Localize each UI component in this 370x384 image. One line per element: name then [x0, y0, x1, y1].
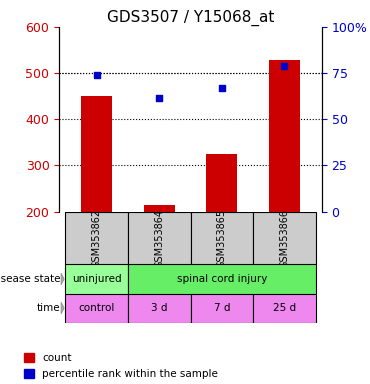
Point — [156, 94, 162, 101]
Title: GDS3507 / Y15068_at: GDS3507 / Y15068_at — [107, 9, 274, 25]
FancyBboxPatch shape — [128, 212, 191, 265]
Point — [94, 72, 100, 78]
Bar — [269, 60, 300, 212]
Text: disease state: disease state — [0, 274, 60, 284]
Text: 7 d: 7 d — [213, 303, 230, 313]
FancyBboxPatch shape — [65, 265, 128, 293]
FancyBboxPatch shape — [128, 265, 316, 293]
Bar — [144, 205, 175, 212]
Text: uninjured: uninjured — [72, 274, 121, 284]
FancyBboxPatch shape — [128, 293, 191, 323]
Polygon shape — [61, 302, 64, 314]
Text: GSM353864: GSM353864 — [154, 209, 164, 268]
Text: 25 d: 25 d — [273, 303, 296, 313]
Legend: count, percentile rank within the sample: count, percentile rank within the sample — [24, 353, 218, 379]
Point — [219, 85, 225, 91]
FancyBboxPatch shape — [253, 293, 316, 323]
Text: spinal cord injury: spinal cord injury — [176, 274, 267, 284]
Bar — [81, 96, 112, 212]
Point — [282, 63, 287, 69]
Text: 3 d: 3 d — [151, 303, 168, 313]
FancyBboxPatch shape — [191, 293, 253, 323]
Text: control: control — [78, 303, 115, 313]
FancyBboxPatch shape — [253, 212, 316, 265]
Bar — [206, 154, 238, 212]
FancyBboxPatch shape — [65, 293, 128, 323]
Text: GSM353862: GSM353862 — [92, 209, 102, 268]
Polygon shape — [61, 273, 64, 285]
FancyBboxPatch shape — [65, 212, 128, 265]
Text: time: time — [37, 303, 60, 313]
Text: GSM353866: GSM353866 — [279, 209, 289, 268]
FancyBboxPatch shape — [191, 212, 253, 265]
Text: GSM353865: GSM353865 — [217, 209, 227, 268]
